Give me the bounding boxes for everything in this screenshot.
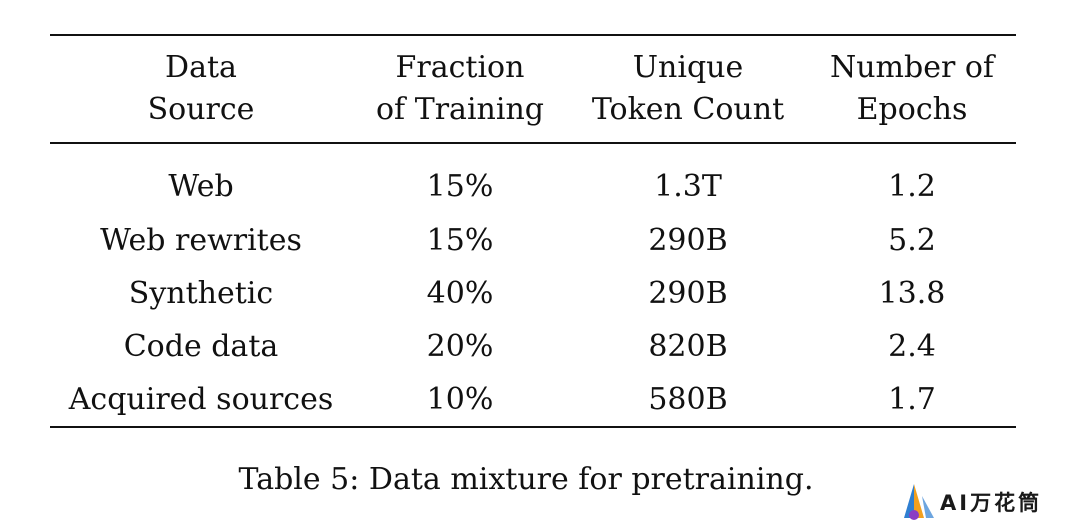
data-mixture-table: Data Source Fraction of Training Unique Tok… [50, 36, 1016, 436]
header-fraction-of-training: Fraction of Training [376, 50, 544, 127]
cell-source: Synthetic [128, 276, 274, 311]
cell-fraction: 15% [426, 168, 494, 204]
watermark: AI万花筒 [900, 482, 1042, 522]
cell-token-count: 580B [648, 382, 728, 417]
header-data-source: Data Source [147, 50, 255, 127]
cell-fraction: 40% [426, 276, 494, 311]
cell-source: Web [168, 168, 234, 204]
table-bottom-rule [50, 426, 1016, 428]
cell-epochs: 5.2 [888, 223, 936, 258]
cell-epochs: 13.8 [878, 276, 946, 311]
table-top-rule [50, 34, 1016, 36]
cell-source: Code data [123, 329, 279, 364]
table-header-rule [50, 142, 1016, 144]
watermark-text: AI万花筒 [940, 491, 1043, 515]
table-row: Synthetic 40% 290B 13.8 [50, 267, 1016, 320]
cell-epochs: 1.2 [888, 168, 936, 204]
cell-token-count: 290B [648, 223, 728, 258]
cell-epochs: 2.4 [888, 329, 936, 364]
cell-source: Web rewrites [100, 223, 302, 258]
table-row: Acquired sources 10% 580B 1.7 [50, 373, 1016, 436]
cell-token-count: 290B [648, 276, 728, 311]
cell-token-count: 1.3T [654, 168, 722, 204]
header-number-of-epochs: Number of Epochs [829, 50, 995, 127]
table-row: Code data 20% 820B 2.4 [50, 320, 1016, 373]
cell-epochs: 1.7 [888, 382, 936, 417]
cell-token-count: 820B [648, 329, 728, 364]
watermark-logo-icon [900, 482, 936, 522]
table-row: Web 15% 1.3T 1.2 [50, 142, 1016, 214]
header-unique-token-count: Unique Token Count [591, 50, 785, 127]
cell-source: Acquired sources [68, 382, 334, 417]
cell-fraction: 10% [426, 382, 494, 417]
table-row: Web rewrites 15% 290B 5.2 [50, 214, 1016, 267]
table-header-row: Data Source Fraction of Training Unique Tok… [50, 36, 1016, 142]
table-caption: Table 5: Data mixture for pretraining. [238, 462, 814, 497]
cell-fraction: 15% [426, 223, 494, 258]
cell-fraction: 20% [426, 329, 494, 364]
